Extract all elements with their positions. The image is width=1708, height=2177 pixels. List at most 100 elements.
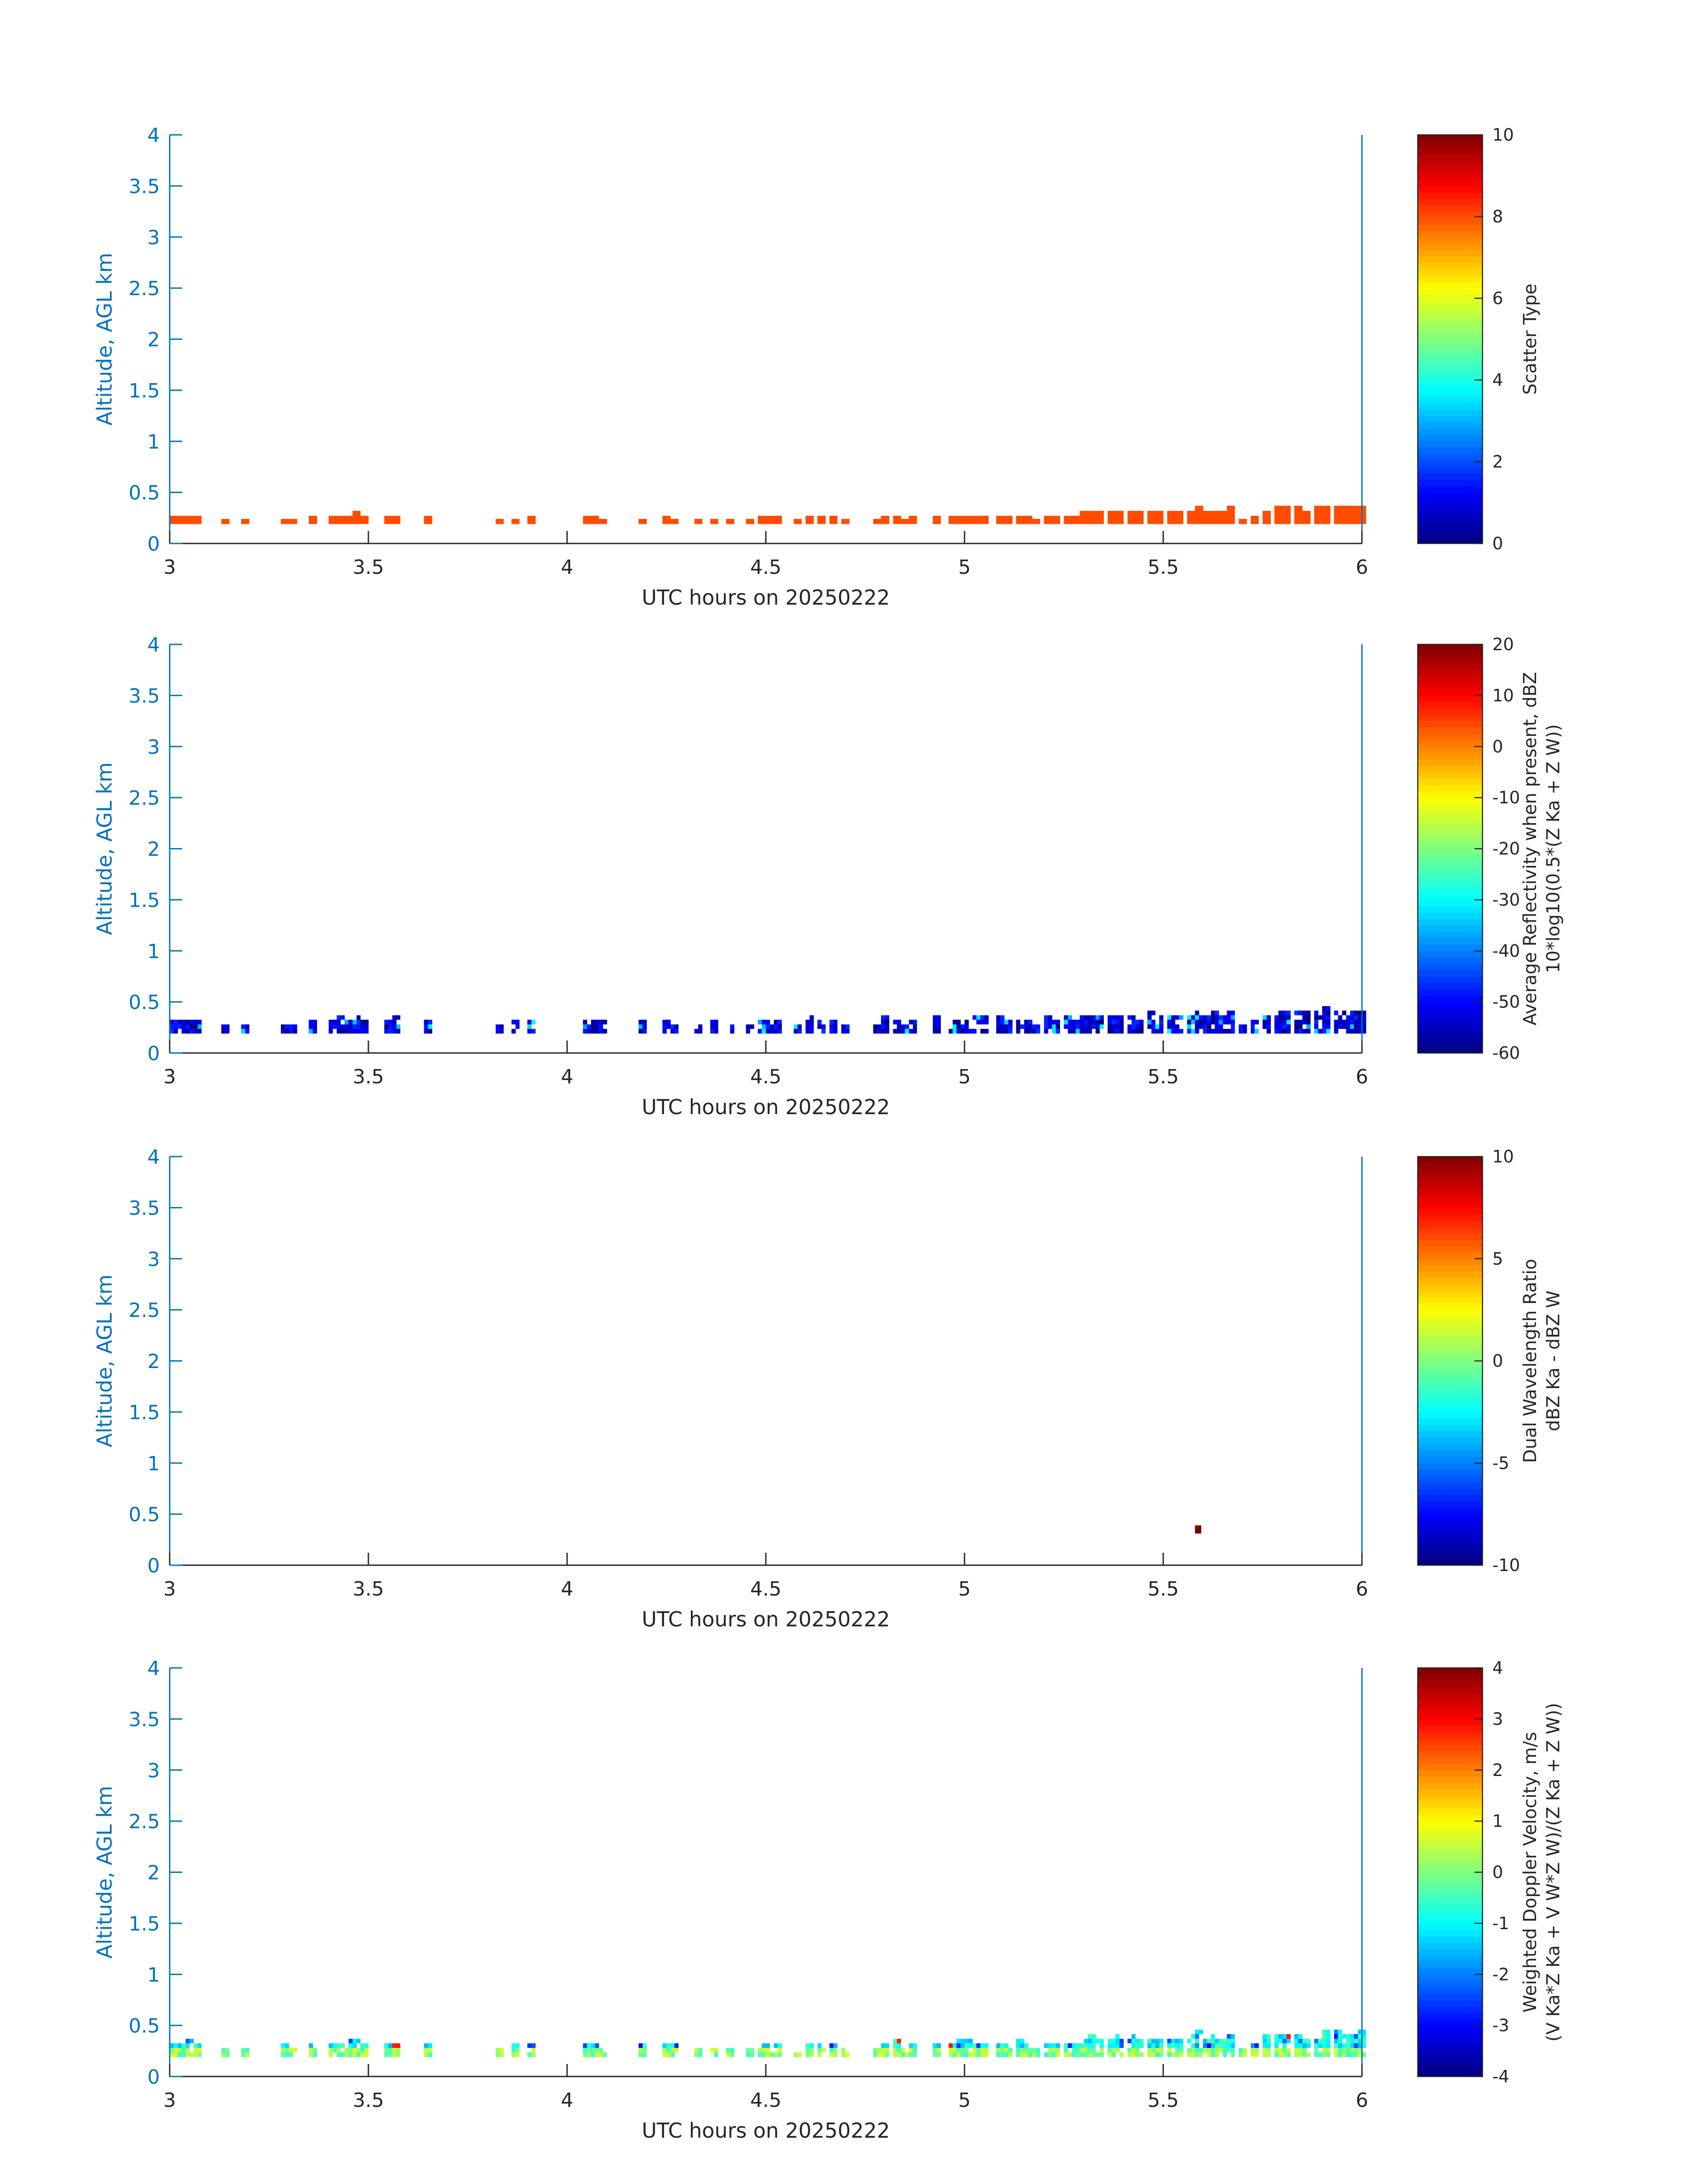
colorbar-segment xyxy=(1418,1910,1482,1918)
data-cell xyxy=(1155,1029,1160,1034)
data-cell xyxy=(1338,2039,1342,2043)
scatter-cell xyxy=(591,516,599,524)
x-tick-label: 5.5 xyxy=(1148,1578,1179,1600)
colorbar-segment xyxy=(1418,422,1482,429)
colorbar-segment xyxy=(1418,1930,1482,1937)
scatter-cell xyxy=(841,519,850,524)
data-cell xyxy=(1179,1029,1183,1034)
data-cell xyxy=(1199,1024,1203,1029)
data-cell xyxy=(817,2047,822,2053)
colorbar-tick-label: -20 xyxy=(1492,839,1520,859)
data-cell xyxy=(1028,2047,1032,2053)
data-cell xyxy=(197,1029,202,1034)
data-cell xyxy=(170,2047,174,2053)
data-cell xyxy=(758,2047,762,2053)
data-cell xyxy=(798,1024,802,1029)
data-cell xyxy=(1338,2043,1342,2048)
scatter-cell xyxy=(662,516,671,524)
colorbar-segment xyxy=(1418,531,1482,538)
y-tick-label: 3.5 xyxy=(129,1708,160,1731)
colorbar-segment xyxy=(1418,1942,1482,1949)
colorbar-segment xyxy=(1418,1546,1482,1553)
colorbar-segment xyxy=(1418,1380,1482,1387)
data-cell xyxy=(1314,2052,1319,2057)
data-cell xyxy=(356,2047,361,2053)
data-cell xyxy=(905,2052,909,2057)
data-cell xyxy=(587,1029,591,1034)
data-cell xyxy=(1326,2039,1331,2043)
data-cell xyxy=(221,2047,226,2053)
data-cell xyxy=(1227,1020,1231,1024)
data-cell xyxy=(1346,1024,1350,1029)
data-cell xyxy=(897,2039,902,2043)
data-cell xyxy=(1254,2047,1259,2053)
data-cell xyxy=(424,1024,428,1029)
data-cell xyxy=(1020,2047,1024,2053)
colorbar-segment xyxy=(1418,1763,1482,1771)
data-cell xyxy=(587,2047,591,2053)
colorbar-tick-label: 3 xyxy=(1492,1709,1503,1729)
data-cell xyxy=(424,2047,428,2053)
x-tick-label: 6 xyxy=(1356,556,1368,579)
data-cell xyxy=(1091,2043,1096,2048)
data-cell xyxy=(639,2047,643,2053)
data-cell xyxy=(1298,1024,1303,1029)
x-tick-label: 3.5 xyxy=(353,1578,384,1600)
data-cell xyxy=(1064,2043,1068,2048)
scatter-cell xyxy=(1024,516,1032,524)
data-cell xyxy=(1231,1015,1235,1020)
data-cell xyxy=(1107,2047,1112,2053)
data-cell xyxy=(1346,2043,1350,2048)
colorbar-segment xyxy=(1418,1776,1482,1783)
data-cell xyxy=(1338,2052,1342,2057)
data-cell xyxy=(639,1020,643,1024)
data-cell xyxy=(1322,1020,1327,1024)
colorbar-tick-label: 5 xyxy=(1492,1249,1503,1269)
data-cell xyxy=(392,2043,397,2048)
colorbar-segment xyxy=(1418,173,1482,180)
data-cell xyxy=(285,2047,289,2053)
data-cell xyxy=(1207,1029,1211,1034)
data-cell xyxy=(817,1020,822,1024)
scatter-cell xyxy=(1072,516,1080,524)
data-cell xyxy=(1195,2047,1199,2053)
data-cell xyxy=(1087,2034,1092,2039)
data-cell xyxy=(1107,1024,1112,1029)
colorbar-segment xyxy=(1418,371,1482,378)
colorbar-segment xyxy=(1418,899,1482,907)
colorbar-segment xyxy=(1418,492,1482,499)
data-cell xyxy=(1282,2047,1287,2053)
y-tick-label: 0.5 xyxy=(129,482,160,505)
y-tick-label: 3 xyxy=(147,1759,160,1782)
data-cell xyxy=(527,1029,532,1034)
data-cell xyxy=(932,1015,937,1020)
data-cell xyxy=(595,2043,599,2048)
colorbar-segment xyxy=(1418,1700,1482,1707)
data-cell xyxy=(1286,1015,1291,1020)
data-cell xyxy=(591,1029,595,1034)
data-cell xyxy=(599,1029,603,1034)
data-cell xyxy=(1207,2039,1211,2043)
colorbar-segment xyxy=(1418,1770,1482,1777)
data-cell xyxy=(1338,2047,1342,2053)
data-cell xyxy=(1266,2052,1271,2057)
colorbar-segment xyxy=(1418,1386,1482,1393)
data-cell xyxy=(388,2052,393,2057)
data-cell xyxy=(1362,2029,1366,2035)
data-cell xyxy=(241,1029,246,1034)
data-cell xyxy=(1358,2043,1362,2048)
data-cell xyxy=(225,1024,230,1029)
scatter-cell xyxy=(511,519,520,524)
data-cell xyxy=(1091,1020,1096,1024)
data-cell xyxy=(670,1029,675,1034)
data-cell xyxy=(1227,1029,1231,1034)
x-tick-label: 3.5 xyxy=(353,556,384,579)
colorbar-segment xyxy=(1418,1482,1482,1489)
data-cell xyxy=(766,2052,770,2057)
data-cell xyxy=(845,2052,850,2057)
colorbar-segment xyxy=(1418,518,1482,525)
data-cell xyxy=(1298,1011,1303,1015)
data-cell xyxy=(1354,2043,1358,2048)
data-cell xyxy=(960,1029,965,1034)
colorbar-segment xyxy=(1418,480,1482,486)
